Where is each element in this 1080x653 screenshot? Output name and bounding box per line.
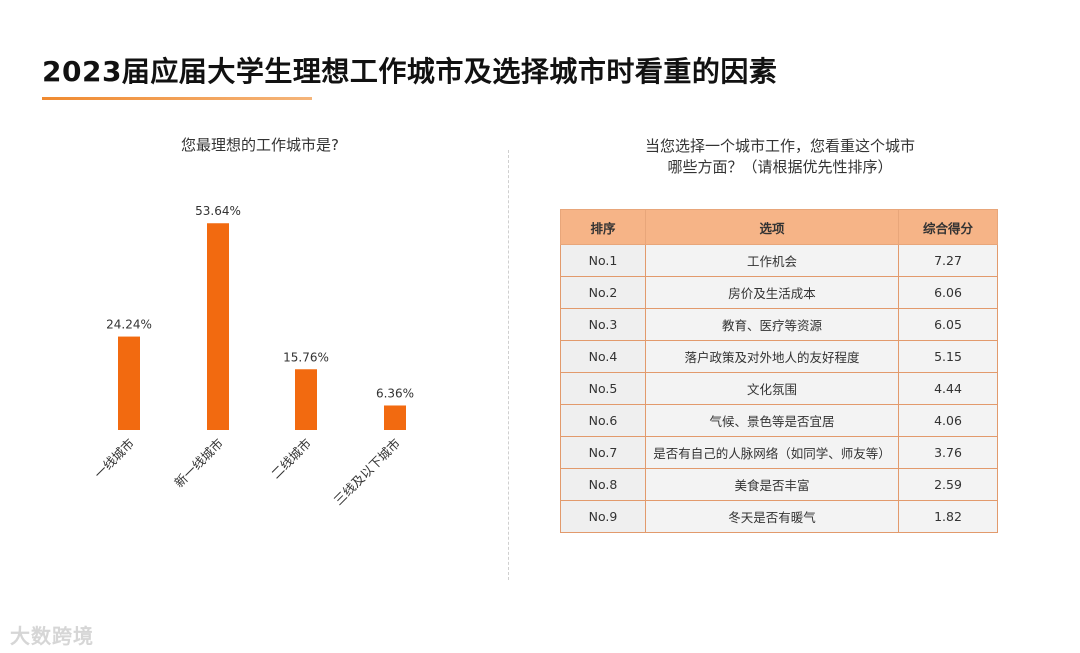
right-question-line2: 哪些方面？（请根据优先性排序）: [667, 158, 893, 176]
row-score: 7.27: [898, 244, 998, 277]
row-rank: No.3: [560, 308, 646, 341]
row-score: 4.44: [898, 372, 998, 405]
row-option: 教育、医疗等资源: [645, 308, 899, 341]
row-score: 6.05: [898, 308, 998, 341]
row-score: 4.06: [898, 404, 998, 437]
row-score: 5.15: [898, 340, 998, 373]
section-divider: [508, 150, 509, 580]
right-question-line1: 当您选择一个城市工作，您看重这个城市: [644, 137, 915, 155]
table-row: No.7 是否有自己的人脉网络（如同学、师友等） 3.76: [560, 436, 998, 469]
data-label-1: 24.24%: [106, 318, 152, 332]
category-label-4: 三线及以下城市: [331, 436, 403, 508]
row-rank: No.6: [560, 404, 646, 437]
row-rank: No.5: [560, 372, 646, 405]
category-label-3: 二线城市: [268, 436, 314, 482]
row-score: 1.82: [898, 500, 998, 533]
row-option: 房价及生活成本: [645, 276, 899, 309]
bar-3: [295, 369, 317, 430]
table-row: No.9 冬天是否有暖气 1.82: [560, 500, 998, 533]
data-label-2: 53.64%: [195, 204, 241, 218]
row-rank: No.4: [560, 340, 646, 373]
watermark-logo: 大数跨境: [10, 624, 94, 648]
row-option: 落户政策及对外地人的友好程度: [645, 340, 899, 373]
bar-2: [207, 223, 229, 430]
header-option: 选项: [645, 209, 899, 245]
left-question: 您最理想的工作城市是?: [181, 136, 339, 154]
bar-1: [118, 336, 140, 430]
row-rank: No.2: [560, 276, 646, 309]
table-header-row: 排序 选项 综合得分: [560, 209, 998, 245]
row-score: 3.76: [898, 436, 998, 469]
factor-ranking-table: 排序 选项 综合得分 No.1 工作机会 7.27 No.2 房价及生活成本 6…: [560, 209, 998, 533]
row-rank: No.1: [560, 244, 646, 277]
category-label-2: 新一线城市: [171, 436, 226, 491]
bar-4: [384, 405, 406, 430]
page-title: 2023届应届大学生理想工作城市及选择城市时看重的因素: [42, 55, 778, 88]
data-label-3: 15.76%: [283, 350, 329, 364]
data-label-4: 6.36%: [376, 386, 414, 400]
table-row: No.6 气候、景色等是否宜居 4.06: [560, 404, 998, 437]
row-rank: No.7: [560, 436, 646, 469]
row-score: 6.06: [898, 276, 998, 309]
row-rank: No.8: [560, 468, 646, 501]
table-row: No.5 文化氛围 4.44: [560, 372, 998, 405]
header-rank: 排序: [560, 209, 646, 245]
table-row: No.2 房价及生活成本 6.06: [560, 276, 998, 309]
row-option: 是否有自己的人脉网络（如同学、师友等）: [645, 436, 899, 469]
table-row: No.8 美食是否丰富 2.59: [560, 468, 998, 501]
table-row: No.1 工作机会 7.27: [560, 244, 998, 277]
table-row: No.4 落户政策及对外地人的友好程度 5.15: [560, 340, 998, 373]
row-score: 2.59: [898, 468, 998, 501]
row-option: 冬天是否有暖气: [645, 500, 899, 533]
row-option: 美食是否丰富: [645, 468, 899, 501]
row-option: 工作机会: [645, 244, 899, 277]
row-option: 气候、景色等是否宜居: [645, 404, 899, 437]
category-label-1: 一线城市: [91, 436, 137, 482]
right-question: 当您选择一个城市工作，您看重这个城市 哪些方面？（请根据优先性排序）: [560, 136, 1000, 178]
row-rank: No.9: [560, 500, 646, 533]
table-row: No.3 教育、医疗等资源 6.05: [560, 308, 998, 341]
title-underline: [42, 97, 312, 100]
row-option: 文化氛围: [645, 372, 899, 405]
header-score: 综合得分: [898, 209, 998, 245]
